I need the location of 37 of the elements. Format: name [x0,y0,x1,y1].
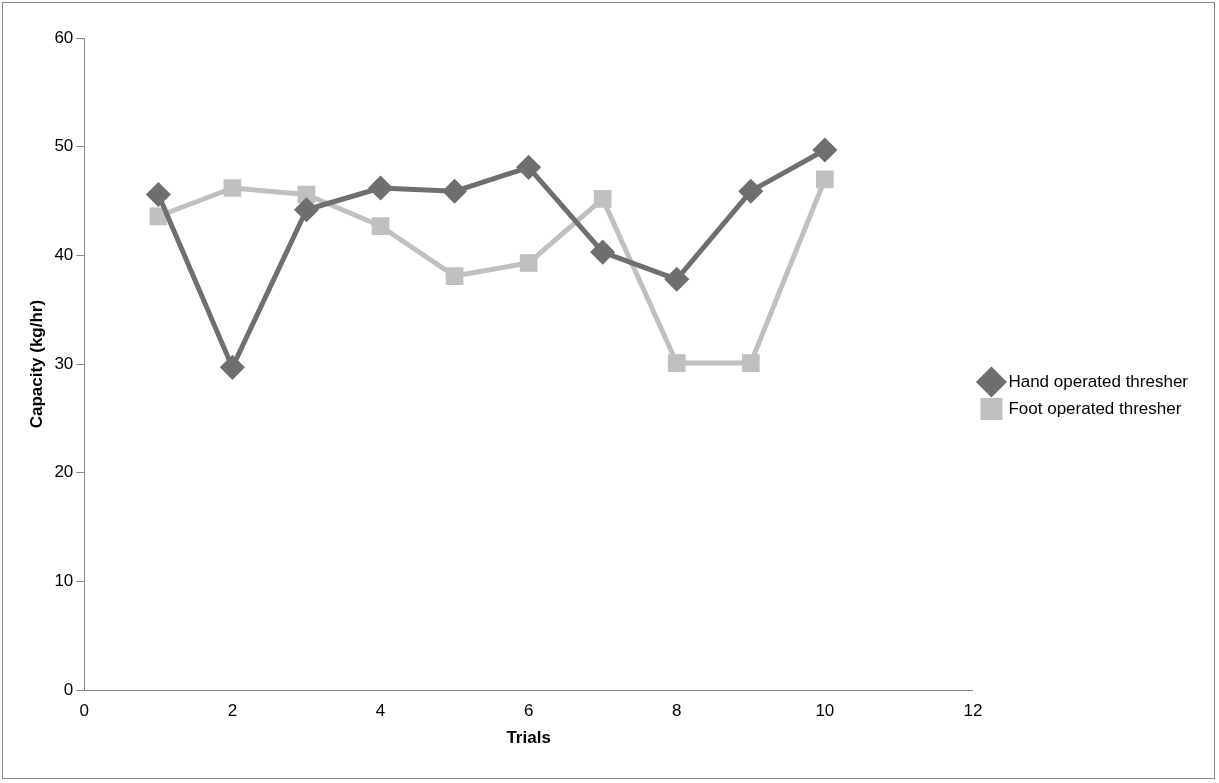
point [591,240,615,264]
x-axis-title: Trials [506,728,551,748]
x-tick-label: 8 [671,701,682,721]
legend-label: Hand operated thresher [1008,371,1189,391]
y-tick-label: 20 [54,462,74,482]
point [517,155,541,179]
point [813,138,837,162]
point [741,354,760,372]
point [371,217,390,235]
point [220,355,244,379]
point [593,190,612,208]
y-tick-label: 60 [54,27,74,47]
y-tick-label: 0 [63,679,74,699]
x-tick-label: 4 [375,701,386,721]
point [815,170,834,189]
point [665,267,689,291]
legend-label: Foot operated thresher [1008,398,1182,418]
point [294,198,318,222]
point [667,354,686,372]
x-tick-label: 2 [227,701,238,721]
point [739,179,763,203]
point [445,267,464,285]
x-tick-label: 0 [79,701,90,721]
point [369,176,393,200]
x-tick-label: 6 [523,701,534,721]
point [443,179,467,203]
y-tick-label: 30 [54,353,74,373]
x-tick-label: 12 [963,701,983,721]
y-tick-label: 50 [54,136,74,156]
point [223,179,242,197]
x-tick-label: 10 [815,701,835,721]
point [146,183,170,207]
y-axis-title: Capacity (kg/hr) [26,299,46,429]
y-tick-label: 10 [54,571,74,591]
y-tick-label: 40 [54,245,74,265]
point [519,254,538,272]
point [149,207,168,226]
